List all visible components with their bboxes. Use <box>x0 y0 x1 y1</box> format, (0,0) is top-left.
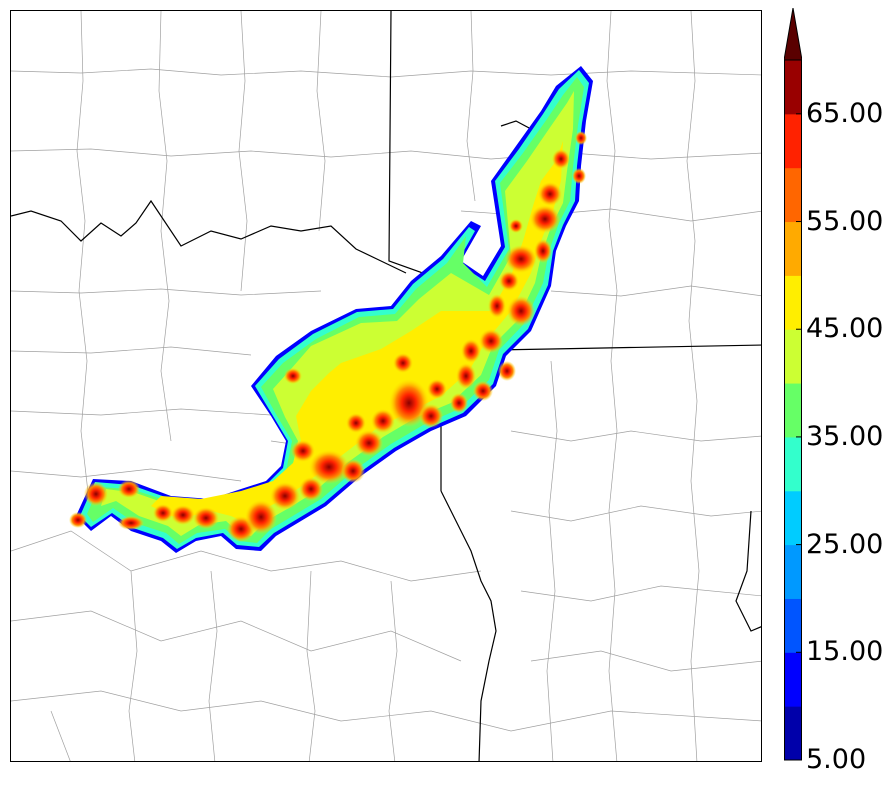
colorbar-segment <box>784 275 802 330</box>
storm-cell <box>473 381 493 401</box>
storm-cell <box>341 459 365 483</box>
storm-cell <box>572 168 586 184</box>
colorbar-tick-label: 5.00 <box>806 744 867 775</box>
storm-cell <box>450 393 468 413</box>
storm-cell <box>270 482 300 510</box>
colorbar-segment <box>784 652 802 707</box>
storm-cell <box>291 440 315 462</box>
map-canvas <box>11 11 761 761</box>
convective-cells <box>69 131 587 542</box>
colorbar-frame <box>784 59 802 761</box>
storm-cell <box>498 361 516 381</box>
echo-area-yellow <box>151 141 563 523</box>
colorbar-extend-arrow <box>783 7 803 61</box>
county-boundaries <box>11 11 761 761</box>
storm-cell <box>505 245 537 273</box>
storm-cell <box>118 516 144 530</box>
storm-cell <box>346 413 366 433</box>
colorbar-tick-label: 15.00 <box>806 636 884 668</box>
storm-cell <box>479 329 503 353</box>
colorbar-segment <box>784 167 802 223</box>
colorbar-tick-label: 55.00 <box>806 205 884 237</box>
storm-cell <box>69 512 87 528</box>
storm-cell <box>299 477 323 501</box>
storm-cell <box>118 480 140 498</box>
storm-cell <box>461 339 481 363</box>
colorbar-tick-label: 25.00 <box>806 528 884 560</box>
colorbar-tick-label: 35.00 <box>806 420 884 452</box>
colorbar-segment <box>784 598 802 653</box>
colorbar-segment <box>784 490 802 546</box>
storm-cell <box>488 294 506 318</box>
colorbar-segment <box>784 544 802 599</box>
colorbar-segment <box>784 329 802 384</box>
storm-cell <box>507 296 535 326</box>
storm-cell <box>389 379 429 427</box>
colorbar-segment <box>784 383 802 438</box>
storm-cell <box>153 504 173 522</box>
storm-cell <box>530 205 560 233</box>
storm-cell <box>575 131 587 145</box>
storm-cell <box>355 430 383 456</box>
storm-cell <box>193 507 219 529</box>
storm-cell <box>393 353 413 373</box>
storm-cell <box>538 182 562 206</box>
storm-cell <box>284 368 302 384</box>
colorbar-segment <box>784 221 802 276</box>
storm-cell <box>509 219 523 233</box>
storm-cell <box>171 505 195 525</box>
storm-cell <box>245 500 277 534</box>
storm-cell <box>456 363 476 389</box>
storm-cell <box>371 409 395 433</box>
colorbar-segment <box>784 60 802 115</box>
storm-cell <box>84 482 108 506</box>
map-panel <box>10 10 762 762</box>
colorbar-segment <box>784 436 802 492</box>
colorbar-svg <box>783 7 803 761</box>
colorbar-tick-label: 45.00 <box>806 313 884 345</box>
colorbar-tick-label: 65.00 <box>806 97 884 129</box>
storm-cell <box>552 149 570 169</box>
colorbar-segment <box>784 113 802 169</box>
storm-cell <box>309 450 349 484</box>
storm-cell <box>419 404 443 428</box>
colorbar-segment <box>784 706 802 761</box>
storm-cell <box>427 379 447 399</box>
storm-cell <box>534 239 552 263</box>
storm-cell <box>499 271 519 291</box>
colorbar <box>783 7 803 764</box>
